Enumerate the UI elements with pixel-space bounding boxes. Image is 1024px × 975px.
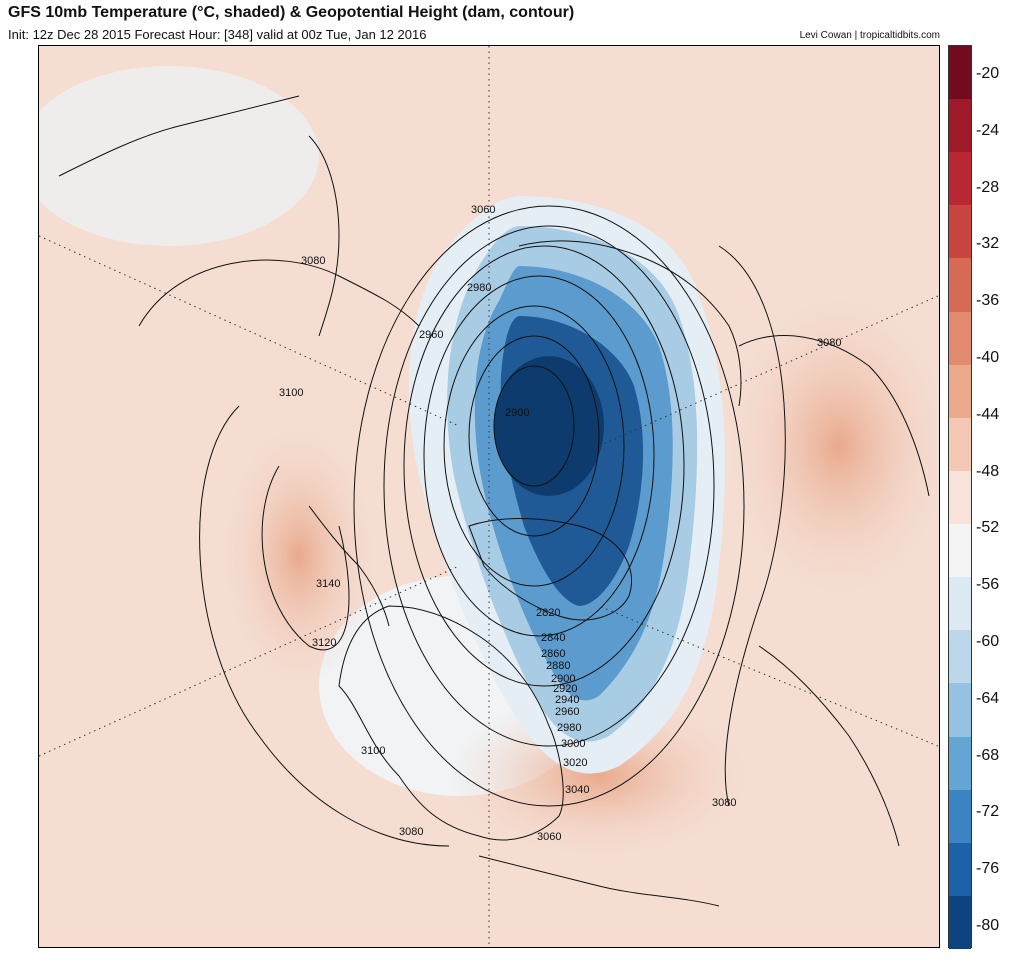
coastlines — [58, 95, 930, 907]
contour-3080-west — [138, 259, 420, 327]
colorbar-segment — [949, 895, 971, 950]
contour-ring — [468, 335, 600, 537]
colorbar-segment — [949, 417, 971, 472]
contour-3140 — [261, 465, 350, 651]
colorbar-segment — [949, 364, 971, 419]
colorbar-labels: -20 -24 -28 -32 -36 -40 -44 -48 -52 -56 -60 -64 -68 -… — [976, 45, 1024, 948]
kamchatka-coast — [308, 135, 340, 337]
colorbar-tick-label: -48 — [976, 462, 1000, 480]
asia-east-coast — [58, 95, 300, 177]
colorbar-tick-label: -72 — [976, 803, 1000, 821]
graticule-line-ne — [598, 295, 938, 447]
contour-label: 3040 — [565, 784, 589, 796]
colorbar-tick-label: -28 — [976, 178, 1000, 196]
colorbar-tick-label: -36 — [976, 292, 1000, 310]
colorbar-segment — [949, 524, 971, 578]
contour-3080-east — [718, 245, 786, 807]
map-panel: 3060 3080 2980 2960 3100 3080 2900 3140 … — [38, 45, 940, 948]
colorbar-segment — [949, 470, 971, 525]
contour-label: 3100 — [361, 745, 385, 757]
contour-label: 3080 — [301, 255, 325, 267]
warm-anomaly-eurasia — [729, 296, 938, 596]
colorbar-segment — [949, 311, 971, 366]
colorbar-segment — [949, 630, 971, 684]
greenland-coast — [468, 518, 633, 621]
map-title: GFS 10mb Temperature (°C, shaded) & Geop… — [8, 4, 575, 21]
warm-anomaly-pacific — [224, 426, 374, 686]
contour-ring — [423, 275, 655, 637]
contour-label: 2860 — [541, 648, 565, 660]
colorbar-segment — [949, 152, 971, 206]
colorbar-tick-label: -40 — [976, 349, 1000, 366]
temperature-colorbar — [948, 45, 972, 950]
russia-arctic-coast — [518, 240, 742, 407]
contour-label: 2980 — [467, 282, 491, 294]
contour-ring — [353, 205, 745, 807]
contour-label: 3060 — [537, 831, 561, 843]
colorbar-segment — [949, 736, 971, 791]
colorbar-tick-label: -64 — [976, 689, 1000, 707]
contour-label: 2820 — [536, 607, 560, 619]
colorbar-segment — [949, 842, 971, 897]
contour-label: 2980 — [557, 722, 581, 734]
colorbar-tick-label: -60 — [976, 633, 1000, 650]
alaska-coast — [308, 505, 390, 627]
contour-ring — [383, 225, 715, 747]
colorbar-tick-label: -80 — [976, 917, 1000, 934]
colorbar-tick-label: -68 — [976, 746, 1000, 764]
colorbar-segment — [949, 205, 971, 259]
contour-label: 3080 — [712, 797, 736, 809]
colorbar-segment — [949, 683, 971, 738]
contour-label: 2900 — [551, 673, 575, 685]
contour-label: 2900 — [505, 407, 529, 419]
contour-ring — [443, 305, 625, 587]
contour-label: 2960 — [419, 329, 443, 341]
colorbar-segment — [949, 46, 971, 100]
contour-labels: 3060 3080 2980 2960 3100 3080 2900 3140 … — [279, 204, 841, 843]
map-subtitle: Init: 12z Dec 28 2015 Forecast Hour: [34… — [8, 27, 427, 42]
cold-core-center — [494, 356, 604, 496]
colorbar-tick-label: -76 — [976, 860, 1000, 878]
graticule — [39, 46, 938, 946]
africa-coast — [758, 645, 900, 847]
contour-label: 2940 — [555, 694, 579, 706]
contour-label: 3000 — [561, 738, 585, 750]
contour-label: 2840 — [541, 632, 565, 644]
caribbean-coast — [478, 855, 720, 907]
colorbar-tick-label: -32 — [976, 235, 1000, 253]
contour-label: 3100 — [279, 387, 303, 399]
contour-label: 3120 — [312, 637, 336, 649]
europe-coast — [738, 335, 930, 497]
colorbar-tick-label: -56 — [976, 576, 1000, 594]
height-contours — [138, 205, 786, 847]
contour-label: 3060 — [471, 204, 495, 216]
contour-label: 3080 — [817, 337, 841, 349]
colorbar-segment — [949, 577, 971, 631]
colorbar-tick-label: -44 — [976, 405, 1000, 423]
colorbar-tick-label: -24 — [976, 121, 1000, 139]
contour-label: 2920 — [553, 683, 577, 695]
credit-text: Levi Cowan | tropicaltidbits.com — [799, 30, 940, 41]
contour-label: 3020 — [563, 757, 587, 769]
colorbar-tick-label: -20 — [976, 65, 1000, 82]
map-svg: 3060 3080 2980 2960 3100 3080 2900 3140 … — [39, 46, 938, 946]
colorbar-segment — [949, 789, 971, 844]
contour-label: 3080 — [399, 826, 423, 838]
colorbar-segment — [949, 258, 971, 313]
contour-ring — [493, 365, 575, 487]
contour-3100-west — [199, 405, 450, 847]
colorbar-tick-label: -52 — [976, 519, 1000, 537]
contour-ring — [403, 245, 685, 687]
contour-label: 2880 — [546, 660, 570, 672]
colorbar-segment — [949, 99, 971, 153]
graticule-line-se — [598, 605, 938, 747]
north-america-coast — [338, 605, 564, 841]
cool-patch-nw — [39, 66, 319, 246]
contour-label: 3140 — [316, 578, 340, 590]
contour-label: 2960 — [555, 706, 579, 718]
